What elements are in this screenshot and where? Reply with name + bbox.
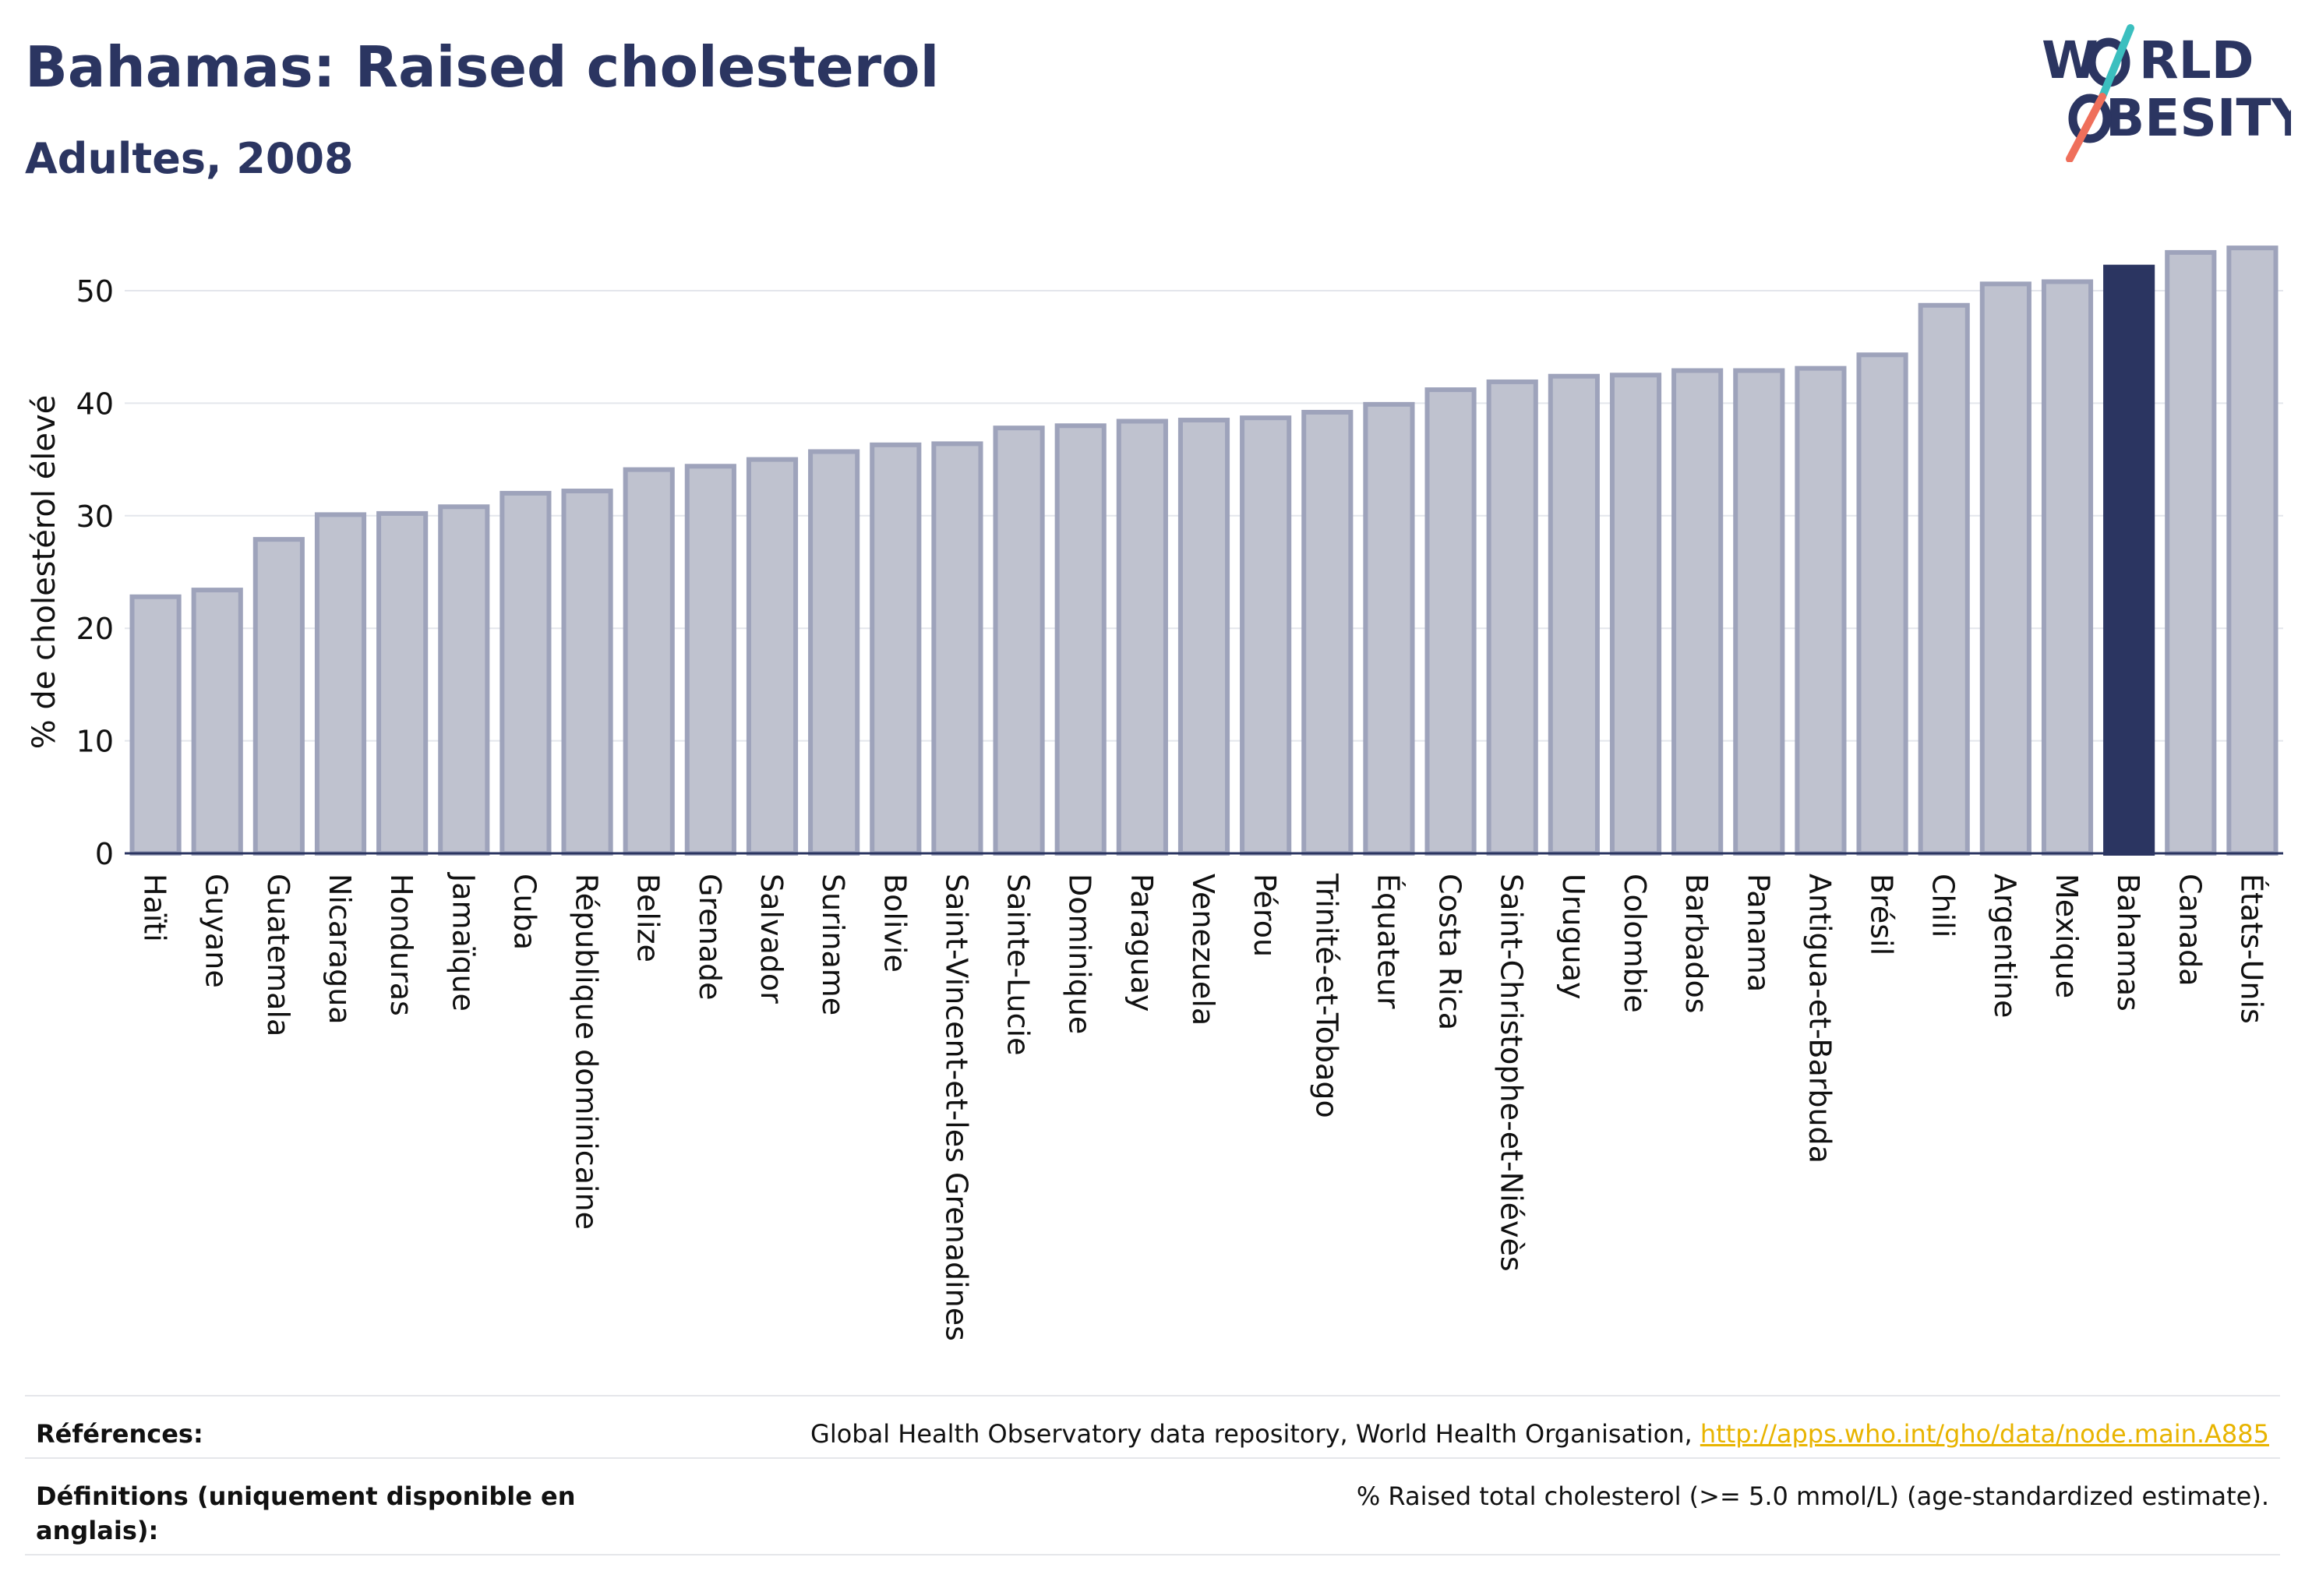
bar-uruguay: [1548, 373, 1600, 856]
x-tick-label: Saint-Christophe-et-Niévès: [1495, 874, 1529, 1272]
y-tick-label: 40: [76, 387, 114, 421]
bar-paraguay: [1116, 418, 1168, 856]
bar-chili: [1918, 302, 1970, 856]
bar-honduras: [376, 510, 429, 856]
bar-colombie: [1609, 373, 1662, 856]
x-tick-label: Guyane: [199, 874, 234, 988]
x-tick-label: Bolivie: [877, 874, 912, 973]
x-tick-label: Nicaragua: [323, 874, 357, 1025]
bar-guatemala: [252, 537, 305, 856]
references-value: Global Health Observatory data repositor…: [810, 1417, 2280, 1451]
x-tick-label: Belize: [631, 874, 665, 962]
bar-jama-que: [438, 504, 490, 856]
x-tick-label: Venezuela: [1186, 874, 1220, 1026]
x-tick-label: Antigua-et-Barbuda: [1802, 874, 1837, 1163]
bar-r-publique-dominicaine: [561, 489, 613, 856]
y-axis-label: % de cholestérol élevé: [26, 395, 62, 750]
bar-canada: [2165, 249, 2217, 856]
bar-cuba: [499, 490, 552, 856]
x-tick-label: Barbados: [1679, 874, 1714, 1014]
x-tick-label: États-Unis: [2234, 874, 2268, 1024]
bar-barbados: [1671, 368, 1724, 856]
x-tick-label: Chili: [1926, 874, 1961, 937]
bar--tats-unis: [2226, 245, 2279, 856]
x-tick-label: Haïti: [138, 874, 172, 942]
chart-title: Bahamas: Raised cholesterol: [25, 34, 940, 100]
x-tick-label: Mexique: [2049, 874, 2084, 998]
logo-text-world: W RLD: [2042, 30, 2254, 90]
x-tick-label: Bahamas: [2111, 874, 2145, 1012]
x-tick-label: Colombie: [1618, 874, 1652, 1013]
x-tick-label: Costa Rica: [1433, 874, 1467, 1030]
x-tick-label: Cuba: [507, 874, 542, 950]
x-tick-label: Dominique: [1063, 874, 1097, 1034]
bar-guyane: [191, 588, 243, 856]
x-tick-label: Sainte-Lucie: [1001, 874, 1036, 1055]
definitions-value: % Raised total cholesterol (>= 5.0 mmol/…: [1356, 1481, 2269, 1511]
bar-br-sil: [1856, 352, 1908, 856]
bar-grenade: [684, 464, 736, 856]
x-tick-label: Salvador: [754, 874, 789, 1004]
footer-definitions-row: Définitions (uniquement disponible en an…: [25, 1457, 2280, 1555]
y-tick-label: 10: [76, 725, 114, 759]
y-tick-label: 50: [76, 274, 114, 309]
x-tick-label: Jamaïque: [446, 872, 480, 1012]
x-tick-label: Pérou: [1248, 874, 1282, 957]
footer-table: Références: Global Health Observatory da…: [25, 1395, 2280, 1555]
bar-p-rou: [1240, 415, 1292, 856]
bar-bolivie: [870, 442, 922, 856]
x-tick-label: Brésil: [1865, 874, 1899, 955]
x-tick-label: Honduras: [384, 874, 418, 1016]
x-tick-label: Suriname: [816, 874, 850, 1015]
definitions-label: Définitions (uniquement disponible en an…: [36, 1481, 576, 1545]
bar-panama: [1733, 368, 1785, 856]
bar-saint-christophe-et-ni-v-s: [1486, 379, 1538, 856]
bar-argentine: [1979, 281, 2031, 856]
y-tick-label: 30: [76, 500, 114, 534]
x-tick-label: Uruguay: [1556, 874, 1590, 1000]
bar-salvador: [746, 457, 799, 856]
world-obesity-logo: W RLD BESITY: [2042, 24, 2291, 162]
bar-costa-rica: [1424, 387, 1477, 856]
x-tick-label: Trinité-et-Tobago: [1309, 873, 1343, 1118]
bar-saint-vincent-et-les-grenadines: [931, 441, 983, 856]
references-link[interactable]: http://apps.who.int/gho/data/node.main.A…: [1700, 1419, 2269, 1449]
x-tick-label: Argentine: [1988, 874, 2022, 1018]
bar-bahamas: [2103, 264, 2155, 856]
bar--quateur: [1363, 401, 1415, 856]
footer-references-row: Références: Global Health Observatory da…: [25, 1395, 2280, 1457]
bar-nicaragua: [314, 512, 367, 856]
bar-trinit-et-tobago: [1301, 409, 1354, 856]
bar-suriname: [808, 449, 860, 856]
bar-dominique: [1054, 423, 1107, 856]
logo-text-obesity: BESITY: [2106, 88, 2291, 148]
references-label: Références:: [36, 1419, 203, 1449]
bar-venezuela: [1177, 418, 1230, 856]
bar-sainte-lucie: [993, 425, 1045, 856]
references-text: Global Health Observatory data repositor…: [810, 1419, 1700, 1449]
x-tick-label: République dominicaine: [570, 874, 604, 1230]
x-tick-label: Saint-Vincent-et-les Grenadines: [939, 874, 973, 1341]
bar-mexique: [2041, 279, 2094, 856]
x-tick-label: Paraguay: [1124, 874, 1159, 1012]
bar-antigua-et-barbuda: [1795, 365, 1847, 856]
x-tick-label: Guatemala: [261, 874, 295, 1036]
x-tick-label: Panama: [1741, 874, 1775, 992]
x-tick-label: Canada: [2173, 874, 2207, 987]
x-tick-label: Grenade: [693, 874, 727, 1000]
x-tick-label: Équateur: [1371, 874, 1405, 1009]
bar-chart: 0 10 20 30 40 50 Haïti Guyane Guatemala Nicaragu…: [26, 245, 2283, 1341]
y-tick-label: 20: [76, 612, 114, 646]
bar-ha-ti: [129, 594, 182, 856]
bar-belize: [623, 467, 675, 856]
chart-subtitle: Adultes, 2008: [25, 134, 354, 183]
y-tick-label: 0: [95, 837, 114, 871]
